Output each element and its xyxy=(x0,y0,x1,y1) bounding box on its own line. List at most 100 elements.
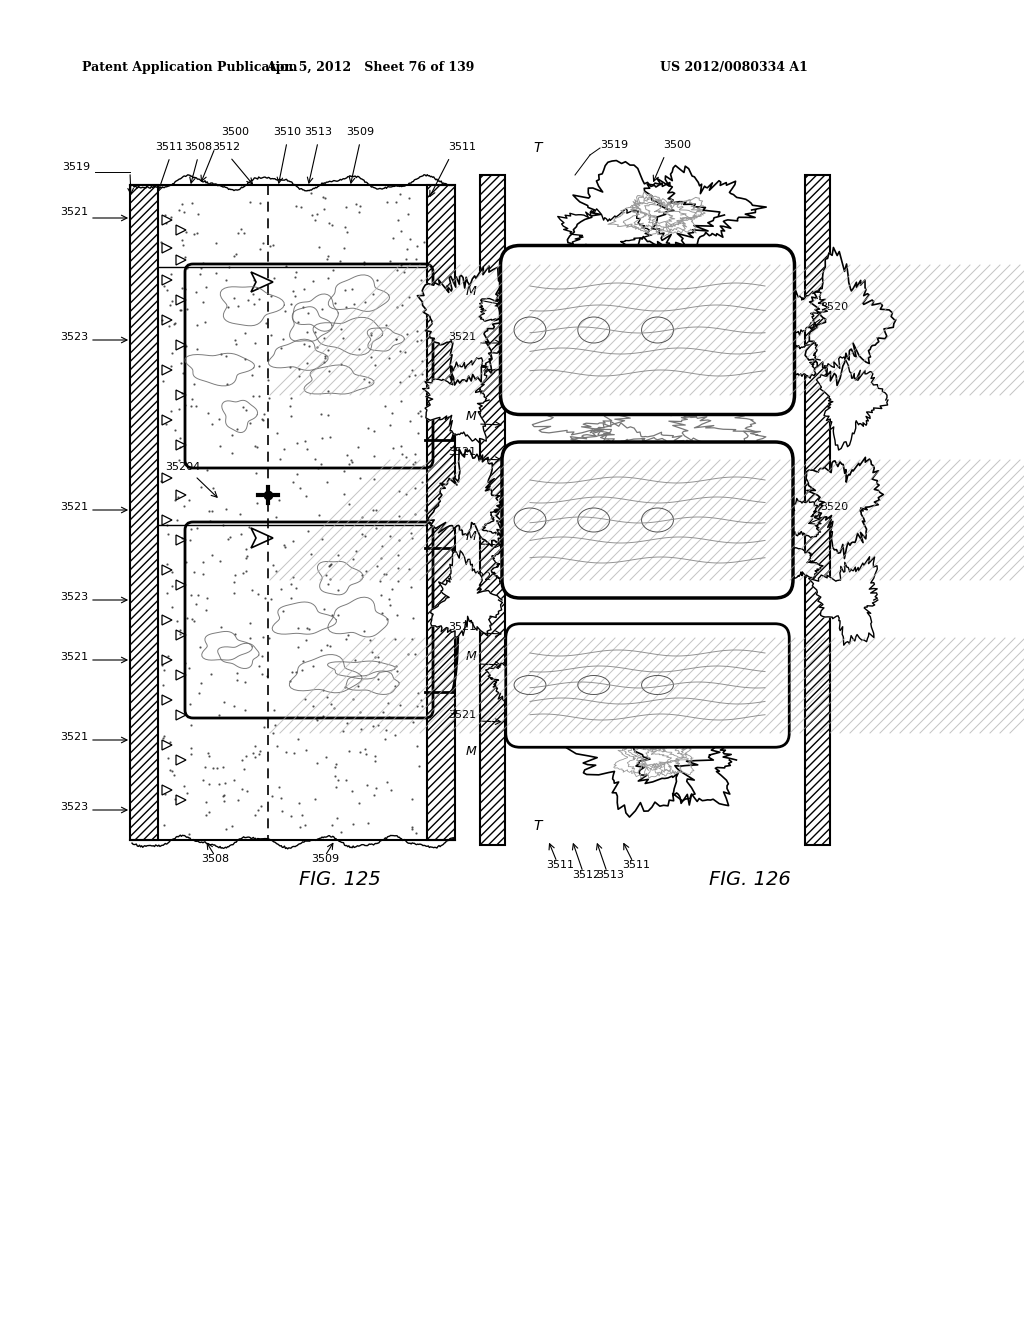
Point xyxy=(337,216,353,238)
Point xyxy=(186,561,203,582)
Point xyxy=(367,354,383,375)
Point xyxy=(318,686,335,708)
Point xyxy=(176,776,193,797)
Point xyxy=(303,544,319,565)
Point xyxy=(217,499,233,520)
Point xyxy=(357,525,374,546)
Point xyxy=(370,647,386,668)
Point xyxy=(377,396,393,417)
Polygon shape xyxy=(567,161,724,263)
Bar xyxy=(130,185,158,840)
Point xyxy=(262,285,279,306)
Point xyxy=(368,751,384,772)
Point xyxy=(290,312,306,333)
Point xyxy=(392,341,409,362)
FancyBboxPatch shape xyxy=(502,442,793,598)
Point xyxy=(338,628,354,649)
Point xyxy=(404,607,421,628)
Point xyxy=(245,742,261,763)
Point xyxy=(299,322,315,343)
Point xyxy=(158,205,174,226)
Point xyxy=(251,288,267,309)
Point xyxy=(401,366,418,387)
Point xyxy=(407,643,423,664)
Point xyxy=(296,279,312,300)
Point xyxy=(164,562,180,583)
Text: 3509: 3509 xyxy=(346,127,374,137)
Point xyxy=(312,453,329,474)
Point xyxy=(160,645,176,667)
Point xyxy=(299,438,315,459)
Point xyxy=(186,223,203,244)
Point xyxy=(349,675,366,696)
Point xyxy=(314,706,331,727)
Point xyxy=(318,747,335,768)
Point xyxy=(229,296,246,317)
Point xyxy=(412,400,428,421)
Point xyxy=(308,337,325,358)
Point xyxy=(365,282,381,304)
Point xyxy=(377,729,393,750)
Point xyxy=(345,813,361,834)
Text: 35204: 35204 xyxy=(165,462,201,473)
Point xyxy=(211,705,227,726)
Point xyxy=(284,661,300,682)
Polygon shape xyxy=(778,548,823,578)
Point xyxy=(352,702,369,723)
Point xyxy=(176,495,193,516)
Point xyxy=(335,327,351,348)
Point xyxy=(197,312,213,333)
Point xyxy=(312,640,329,661)
Point xyxy=(183,395,200,416)
Point xyxy=(413,269,429,290)
Point xyxy=(259,665,275,686)
Point xyxy=(407,478,423,499)
Point xyxy=(255,626,271,647)
Point xyxy=(227,244,244,265)
Point xyxy=(205,478,221,499)
Point xyxy=(204,545,220,566)
Point xyxy=(319,574,336,595)
Point xyxy=(273,800,290,821)
Point xyxy=(283,573,299,594)
Text: 3519: 3519 xyxy=(600,140,628,150)
Point xyxy=(316,198,333,219)
Point xyxy=(408,503,424,524)
Point xyxy=(344,780,360,801)
Point xyxy=(378,564,394,585)
Point xyxy=(265,268,282,289)
Point xyxy=(167,313,183,334)
Point xyxy=(189,203,206,224)
Point xyxy=(188,593,205,614)
Point xyxy=(181,657,198,678)
Point xyxy=(265,235,282,256)
Point xyxy=(265,554,282,576)
Point xyxy=(367,420,383,441)
Point xyxy=(398,483,415,504)
Point xyxy=(404,454,421,475)
Point xyxy=(197,756,213,777)
Point xyxy=(199,459,215,480)
Point xyxy=(408,364,424,385)
Point xyxy=(265,722,282,743)
Point xyxy=(246,293,262,314)
Point xyxy=(255,409,271,430)
Point xyxy=(297,486,313,507)
Point xyxy=(155,655,171,676)
Point xyxy=(242,612,258,634)
Point xyxy=(202,510,218,531)
Polygon shape xyxy=(771,290,828,335)
Text: 3511: 3511 xyxy=(546,861,574,870)
Point xyxy=(365,499,381,520)
Point xyxy=(275,601,292,622)
Point xyxy=(356,252,373,273)
Point xyxy=(321,556,337,577)
Point xyxy=(388,329,404,350)
Point xyxy=(187,281,204,302)
Point xyxy=(319,380,336,401)
Point xyxy=(229,789,246,810)
Point xyxy=(352,467,369,488)
Point xyxy=(346,649,362,671)
Text: 3508: 3508 xyxy=(201,854,229,865)
Point xyxy=(250,583,266,605)
